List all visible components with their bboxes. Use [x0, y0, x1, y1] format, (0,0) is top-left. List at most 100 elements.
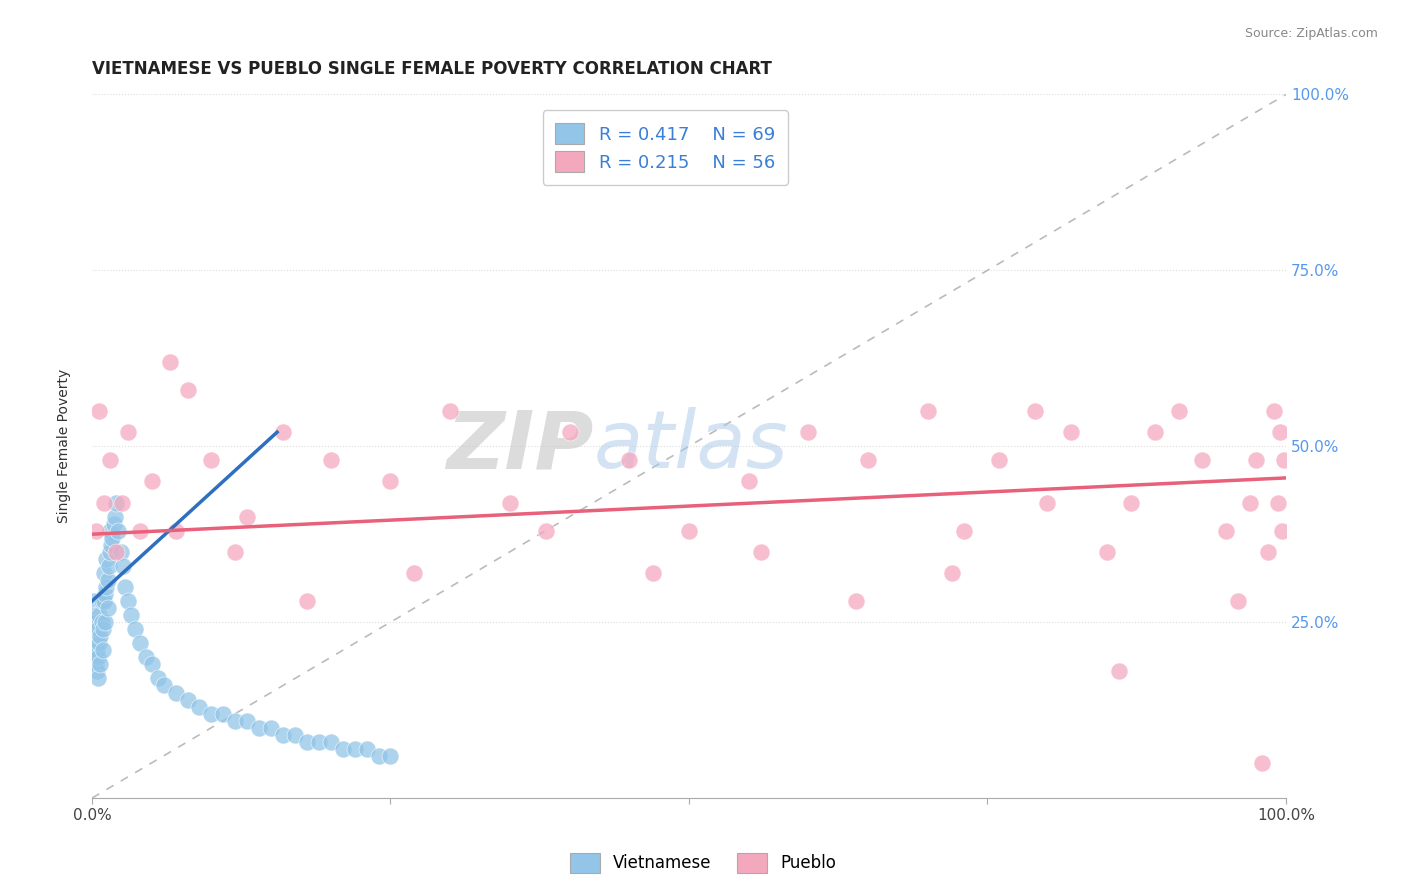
Point [1108, 665, 1130, 679]
Point [96, 580, 118, 594]
Point [176, 692, 198, 706]
Point [380, 475, 402, 489]
Point [941, 566, 963, 580]
Point [295, 594, 318, 608]
Point [86, 615, 108, 629]
Point [200, 706, 222, 721]
Point [117, 425, 139, 440]
Point [111, 495, 134, 509]
Point [89, 657, 111, 672]
Point [91, 643, 114, 657]
Point [87, 650, 110, 665]
Point [146, 672, 169, 686]
Point [319, 453, 342, 467]
Legend: R = 0.417    N = 69, R = 0.215    N = 56: R = 0.417 N = 69, R = 0.215 N = 56 [543, 111, 787, 185]
Point [1267, 495, 1289, 509]
Point [332, 741, 354, 756]
Point [619, 453, 641, 467]
Point [1119, 495, 1142, 509]
Point [188, 699, 211, 714]
Point [856, 453, 879, 467]
Point [128, 636, 150, 650]
Point [86, 665, 108, 679]
Point [165, 685, 187, 699]
Point [236, 714, 259, 728]
Point [212, 706, 235, 721]
Point [534, 524, 557, 538]
Point [83, 629, 105, 643]
Point [107, 524, 129, 538]
Point [236, 509, 259, 524]
Point [343, 741, 366, 756]
Point [141, 657, 163, 672]
Point [83, 650, 105, 665]
Point [1268, 425, 1291, 440]
Point [86, 643, 108, 657]
Point [82, 636, 104, 650]
Text: atlas: atlas [593, 408, 789, 485]
Point [89, 629, 111, 643]
Point [1227, 594, 1250, 608]
Point [135, 650, 157, 665]
Point [1251, 756, 1274, 770]
Point [94, 615, 117, 629]
Point [295, 735, 318, 749]
Point [797, 425, 820, 440]
Point [84, 657, 107, 672]
Point [84, 524, 107, 538]
Point [87, 622, 110, 636]
Point [678, 524, 700, 538]
Point [98, 524, 121, 538]
Point [308, 735, 330, 749]
Text: Source: ZipAtlas.com: Source: ZipAtlas.com [1244, 27, 1378, 40]
Point [101, 531, 124, 545]
Y-axis label: Single Female Poverty: Single Female Poverty [58, 369, 72, 524]
Point [271, 728, 294, 742]
Point [110, 545, 132, 559]
Point [224, 714, 246, 728]
Point [89, 636, 111, 650]
Point [1257, 545, 1279, 559]
Point [284, 728, 307, 742]
Point [97, 558, 120, 573]
Point [96, 551, 118, 566]
Point [1191, 453, 1213, 467]
Point [1095, 545, 1118, 559]
Legend: Vietnamese, Pueblo: Vietnamese, Pueblo [564, 847, 842, 880]
Point [260, 721, 283, 735]
Point [112, 558, 135, 573]
Point [89, 608, 111, 623]
Point [1167, 404, 1189, 418]
Point [1143, 425, 1166, 440]
Point [558, 425, 581, 440]
Point [96, 573, 118, 587]
Text: VIETNAMESE VS PUEBLO SINGLE FEMALE POVERTY CORRELATION CHART: VIETNAMESE VS PUEBLO SINGLE FEMALE POVER… [91, 60, 772, 78]
Point [1024, 404, 1046, 418]
Point [1271, 524, 1294, 538]
Point [84, 608, 107, 623]
Point [1036, 495, 1059, 509]
Point [103, 516, 125, 531]
Point [90, 615, 112, 629]
Text: ZIP: ZIP [446, 408, 593, 485]
Point [1272, 453, 1295, 467]
Point [200, 453, 222, 467]
Point [96, 601, 118, 615]
Point [176, 383, 198, 397]
Point [988, 453, 1011, 467]
Point [141, 475, 163, 489]
Point [93, 566, 115, 580]
Point [128, 524, 150, 538]
Point [98, 453, 121, 467]
Point [1263, 404, 1285, 418]
Point [319, 735, 342, 749]
Point [104, 509, 127, 524]
Point [82, 615, 104, 629]
Point [1244, 453, 1267, 467]
Point [91, 622, 114, 636]
Point [83, 594, 105, 608]
Point [917, 404, 939, 418]
Point [737, 475, 759, 489]
Point [89, 404, 111, 418]
Point [952, 524, 974, 538]
